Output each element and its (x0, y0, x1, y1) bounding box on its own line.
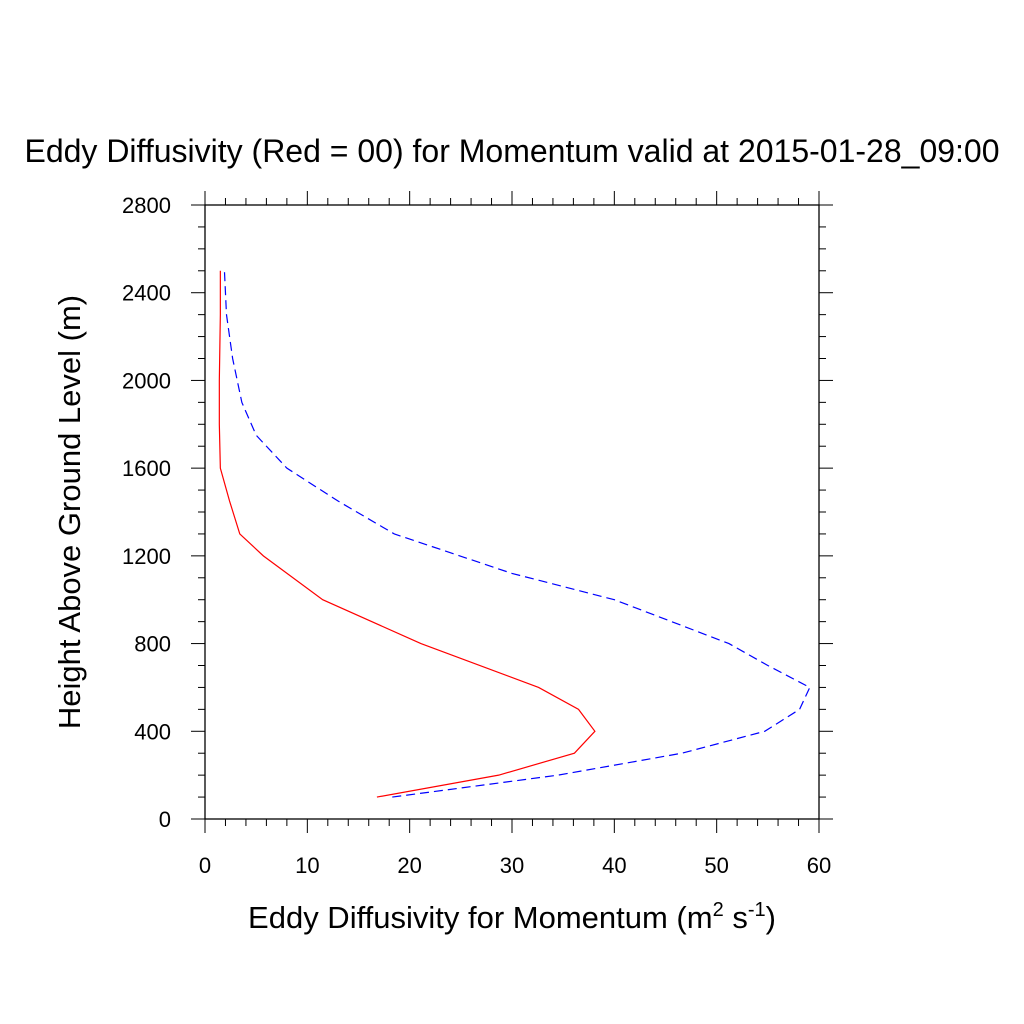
plot-frame (204, 204, 820, 820)
x-axis-label-end: ) (766, 900, 776, 935)
x-tick-label: 40 (602, 853, 626, 878)
y-tick-label: 400 (134, 719, 171, 744)
x-axis-label-main: Eddy Diffusivity for Momentum (m (248, 900, 713, 935)
series-line-2 (223, 270, 811, 798)
x-tick-label: 10 (295, 853, 319, 878)
x-tick-label: 60 (807, 853, 831, 878)
y-tick-label: 2400 (122, 281, 171, 306)
axis-ticks: 0 10 20 30 40 50 60 0 400 800 1200 1600 2000 2400 2800 (122, 191, 833, 878)
y-tick-label: 1600 (122, 456, 171, 481)
x-axis-label-sup1: 2 (713, 899, 724, 921)
y-tick-label: 2800 (122, 193, 171, 218)
x-tick-label: 0 (199, 853, 211, 878)
x-tick-label: 30 (500, 853, 524, 878)
x-axis-label-sup2: -1 (748, 899, 766, 921)
y-tick-label: 0 (159, 807, 171, 832)
x-axis-label: Eddy Diffusivity for Momentum (m2 s-1) (248, 899, 776, 935)
series-line-1 (218, 270, 596, 798)
y-tick-label: 2000 (122, 368, 171, 393)
x-tick-label: 20 (397, 853, 421, 878)
y-axis-label-group: Height Above Ground Level (m) (52, 295, 87, 729)
chart-title: Eddy Diffusivity (Red = 00) for Momentum… (24, 133, 999, 169)
x-axis-label-mid: s (724, 900, 748, 935)
y-axis-label: Height Above Ground Level (m) (52, 295, 87, 729)
y-tick-label: 1200 (122, 544, 171, 569)
y-tick-label: 800 (134, 632, 171, 657)
x-tick-label: 50 (704, 853, 728, 878)
series-layer (218, 270, 811, 798)
